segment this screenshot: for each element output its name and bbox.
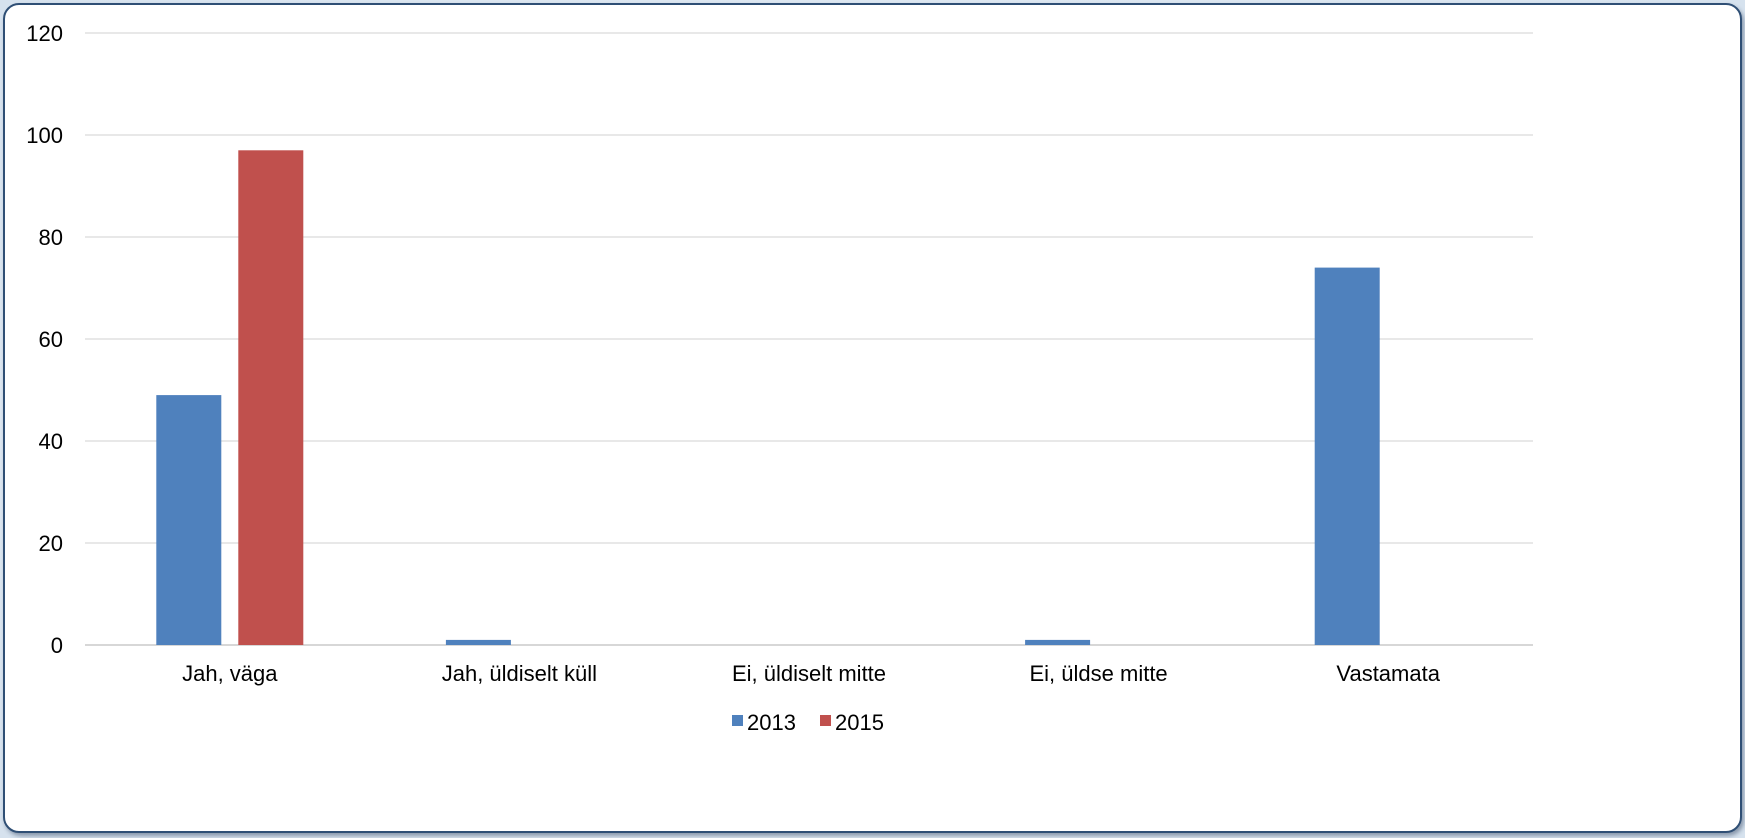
bar-chart: 0 20 40 60 80 100 120 Jah, väga Jah, üldiselt k… xyxy=(26,21,1533,735)
legend-swatch-2013 xyxy=(732,715,743,726)
bar-2015-0 xyxy=(238,150,304,646)
bar-2013-1 xyxy=(445,639,511,645)
y-axis-tick-labels: 0 20 40 60 80 100 120 xyxy=(26,21,63,658)
legend-swatch-2015 xyxy=(820,715,831,726)
y-tick-label: 60 xyxy=(39,327,63,352)
y-tick-label: 40 xyxy=(39,429,63,454)
bar-2013-0 xyxy=(156,395,222,645)
legend-label-2015: 2015 xyxy=(835,710,884,735)
x-tick-label: Jah, üldiselt küll xyxy=(442,661,597,686)
y-tick-label: 100 xyxy=(26,123,63,148)
y-tick-label: 0 xyxy=(51,633,63,658)
x-tick-label: Vastamata xyxy=(1336,661,1440,686)
y-tick-label: 20 xyxy=(39,531,63,556)
x-tick-label: Jah, väga xyxy=(182,661,278,686)
legend-label-2013: 2013 xyxy=(747,710,796,735)
y-tick-label: 80 xyxy=(39,225,63,250)
x-tick-label: Ei, üldse mitte xyxy=(1030,661,1168,686)
legend: 2013 2015 xyxy=(732,710,884,735)
gridlines xyxy=(85,32,1533,646)
bar-2013-4 xyxy=(1314,267,1380,645)
x-tick-label: Ei, üldiselt mitte xyxy=(732,661,886,686)
bar-2013-3 xyxy=(1025,639,1091,645)
chart-frame: 0 20 40 60 80 100 120 Jah, väga Jah, üldiselt k… xyxy=(3,3,1742,833)
x-axis-tick-labels: Jah, väga Jah, üldiselt küll Ei, üldiselt … xyxy=(182,661,1441,686)
bars xyxy=(156,150,1380,646)
y-tick-label: 120 xyxy=(26,21,63,46)
